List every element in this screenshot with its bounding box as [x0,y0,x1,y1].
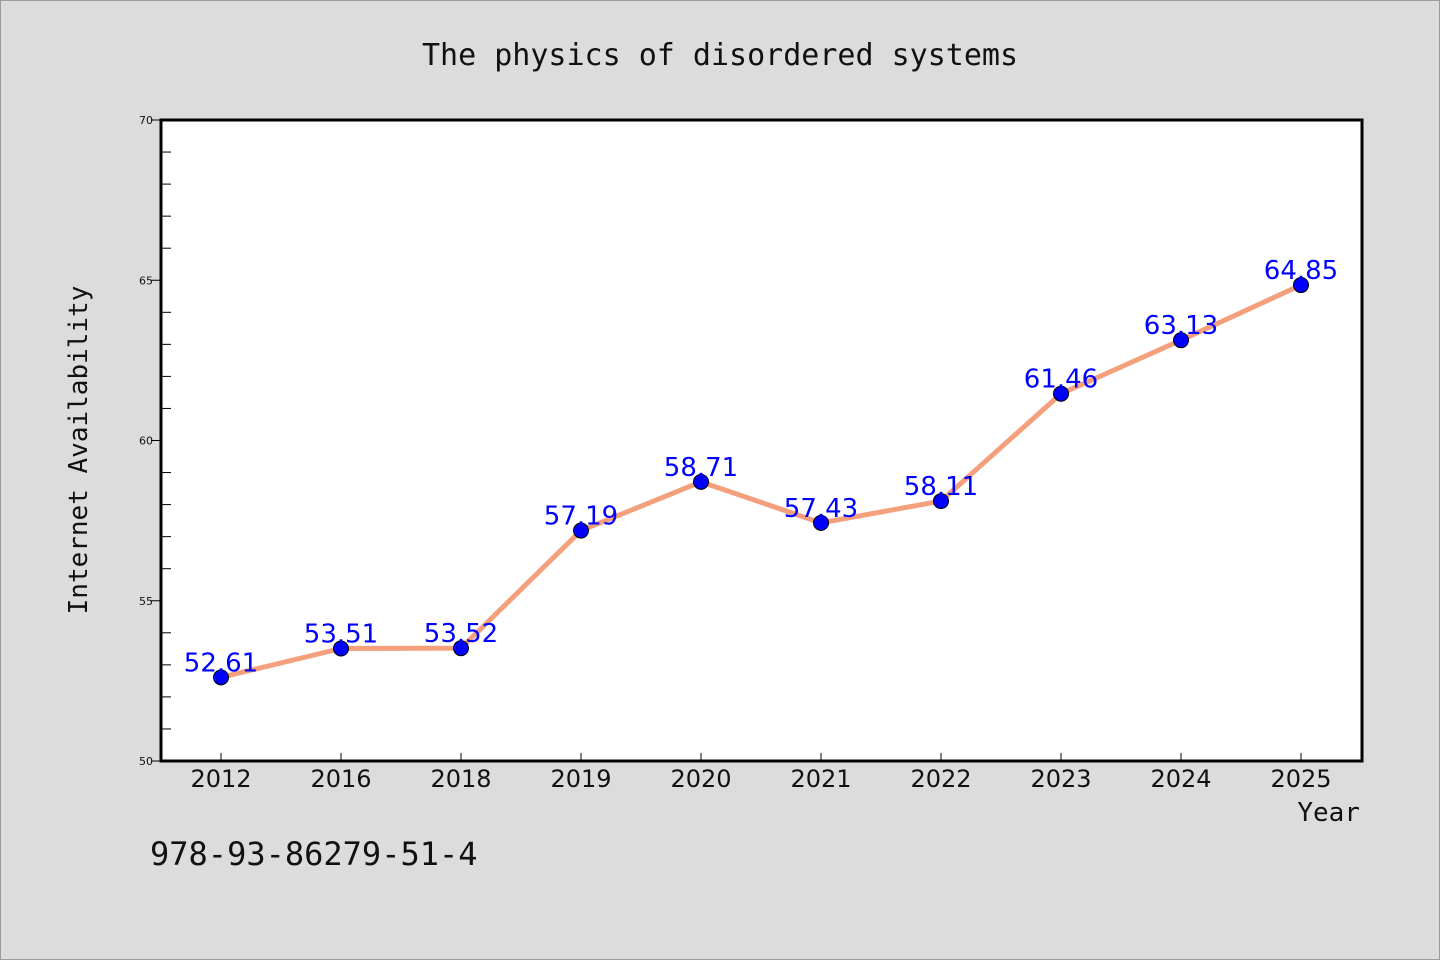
data-label: 61.46 [1024,365,1098,395]
isbn-footnote: 978-93-86279-51-4 [150,835,478,873]
data-point [693,473,709,490]
x-tick-label: 2024 [1150,765,1211,793]
data-markers [213,277,1309,686]
x-tick-labels: 2012 2016 2018 2019 2020 2021 2022 2023 2024 2025 [190,765,1331,793]
x-tick-label: 2019 [550,765,611,793]
y-minor-ticks [151,119,171,762]
x-tick-label: 2018 [430,765,491,793]
data-point [933,493,949,510]
data-label: 53.52 [424,619,498,649]
x-tick-label: 2016 [310,765,371,793]
data-label: 63.13 [1144,311,1218,341]
x-tick-label: 2020 [670,765,731,793]
data-label: 57.19 [544,502,618,532]
data-label: 64.85 [1264,256,1338,286]
y-axis-label: Internet Availability [64,286,94,615]
data-label: 53.51 [304,620,378,650]
y-tick-label: 70 [139,114,153,127]
y-tick-labels: 50 55 60 65 70 [139,114,153,768]
data-point [573,522,589,539]
data-label: 58.71 [664,453,738,483]
x-tick-label: 2012 [190,765,251,793]
x-tick-label: 2022 [910,765,971,793]
data-point [1293,277,1309,294]
series-line [218,282,1304,680]
x-axis-label: Year [1297,798,1360,828]
plot-area [159,118,1364,763]
x-tick-label: 2023 [1030,765,1091,793]
data-label: 58.11 [904,472,978,502]
data-point [333,640,349,657]
data-point [453,640,469,657]
data-point [1173,332,1189,349]
data-label: 52.61 [184,648,258,678]
y-tick-label: 60 [139,435,153,448]
data-labels: 52.61 53.51 53.52 57.19 58.71 57.43 58.11 61.46… [184,256,1338,678]
y-tick-label: 50 [139,755,153,768]
y-tick-label: 65 [139,274,153,287]
data-point [213,669,229,686]
x-tick-label: 2021 [790,765,851,793]
x-ticks [220,753,1302,761]
chart-title: The physics of disordered systems [422,38,1018,73]
data-point [813,514,829,531]
data-label: 57.43 [784,494,858,524]
y-tick-label: 55 [139,595,153,608]
data-point [1053,385,1069,402]
x-tick-label: 2025 [1270,765,1331,793]
